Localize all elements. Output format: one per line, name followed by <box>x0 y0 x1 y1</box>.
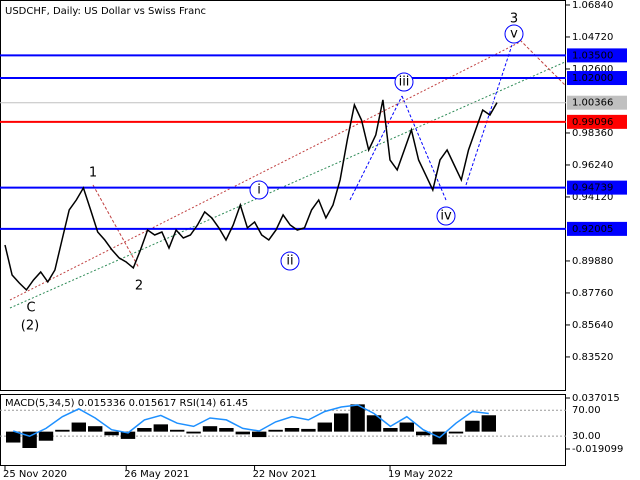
main-frame <box>0 0 566 391</box>
current-price-box <box>567 95 627 110</box>
y-tick-label: 0.98360 <box>572 128 613 139</box>
macd-bar <box>301 428 316 432</box>
wave-label: iv <box>440 209 452 224</box>
level-box <box>567 114 627 129</box>
macd-bar <box>366 415 382 432</box>
wave-label: C <box>26 301 35 316</box>
wave-label: iii <box>399 75 410 90</box>
macd-bar <box>137 428 152 432</box>
macd-bar <box>465 420 480 432</box>
wave-line <box>92 184 140 269</box>
macd-bar <box>6 431 21 443</box>
x-tick-label: 26 May 2021 <box>124 469 189 480</box>
wave-label: 1 <box>89 166 97 181</box>
wave-circle <box>504 24 524 44</box>
wave-line <box>349 95 403 201</box>
wave-circle <box>280 251 300 271</box>
level-label: 0.99096 <box>572 117 613 128</box>
level-label: 1.02000 <box>572 73 613 84</box>
current-price-label: 1.00366 <box>572 98 613 109</box>
chart-title: USDCHF, Daily: US Dollar vs Swiss Franc <box>5 6 206 17</box>
y-tick-label: 0.037015 <box>572 393 620 404</box>
macd-bar <box>334 413 349 432</box>
wave-circle <box>249 180 269 200</box>
macd-bar <box>481 415 496 432</box>
macd-bar <box>219 428 234 432</box>
y-tick-label: 1.04720 <box>572 32 613 43</box>
y-tick-label: 0.85640 <box>572 320 613 331</box>
level-label: 0.92005 <box>572 224 613 235</box>
level-box <box>567 180 627 195</box>
y-tick-label: 0.83520 <box>572 352 613 363</box>
level-label: 1.03500 <box>572 50 613 61</box>
macd-bar <box>55 429 70 432</box>
y-tick-label: 30.00 <box>572 431 601 442</box>
price-line <box>4 99 498 292</box>
y-tick-label: 0.94120 <box>572 192 613 203</box>
y-tick-label: 1.02600 <box>572 64 613 75</box>
x-tick-label: 22 Nov 2021 <box>253 469 317 480</box>
indicator-title: MACD(5,34,5) 0.015336 0.015617 RSI(14) 6… <box>5 398 248 409</box>
level-label: 0.94739 <box>572 183 613 194</box>
macd-bar <box>350 404 365 432</box>
rsi-line <box>12 404 489 439</box>
macd-bar <box>186 431 201 434</box>
wave-label: v <box>510 27 518 42</box>
macd-bar <box>153 424 168 432</box>
macd-bar <box>71 422 86 432</box>
macd-bar <box>170 429 185 432</box>
macd-bar <box>38 431 54 441</box>
level-box <box>567 221 627 236</box>
macd-bar <box>202 426 218 432</box>
x-tick-label: 19 May 2022 <box>388 469 453 480</box>
indicator-frame <box>0 394 566 466</box>
wave-label: 3 <box>510 12 518 27</box>
macd-bar <box>120 431 136 439</box>
macd-bar <box>235 431 250 435</box>
y-tick-label: -0.019099 <box>572 444 623 455</box>
wave-label: ii <box>286 254 293 269</box>
wave-line <box>465 44 513 186</box>
level-box <box>567 48 627 63</box>
macd-bar <box>284 428 300 432</box>
channel-line <box>9 41 521 301</box>
macd-bar <box>104 431 119 436</box>
level-box <box>567 71 627 86</box>
wave-line <box>401 95 447 201</box>
wave-label: 2 <box>135 279 143 294</box>
wave-label: i <box>257 183 261 198</box>
macd-bar <box>268 429 283 432</box>
y-tick-label: 0.87760 <box>572 288 613 299</box>
y-tick-label: 0.96240 <box>572 160 613 171</box>
y-tick-label: 0.89880 <box>572 256 613 267</box>
macd-bar <box>448 431 464 434</box>
x-tick-label: 25 Nov 2020 <box>3 469 67 480</box>
wave-line <box>519 39 566 86</box>
macd-bar <box>383 428 398 432</box>
macd-bar <box>252 431 267 438</box>
wave-label: (2) <box>21 319 39 334</box>
y-tick-label: 1.06840 <box>572 0 613 11</box>
wave-circle <box>436 206 456 226</box>
macd-bar <box>317 422 332 432</box>
wave-circle <box>394 72 414 92</box>
macd-bar <box>88 426 103 432</box>
macd-bar <box>399 422 414 432</box>
y-tick-label: 70.00 <box>572 405 601 416</box>
macd-bar <box>416 431 431 436</box>
